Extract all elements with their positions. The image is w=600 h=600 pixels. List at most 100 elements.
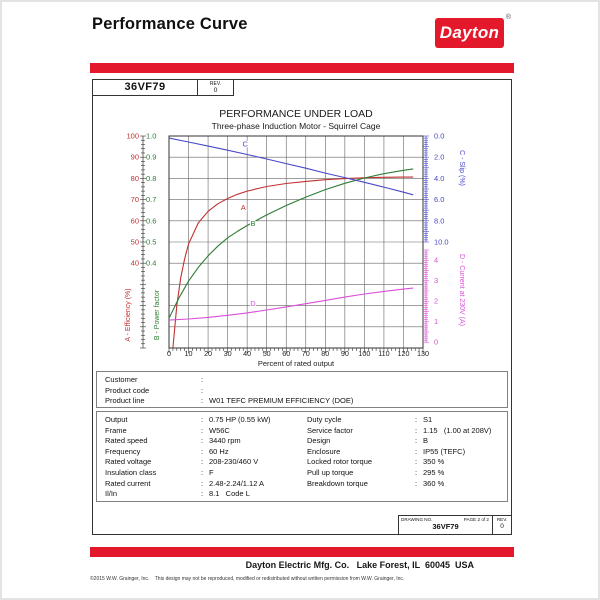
spec-row: Service factor:1.15 (1.00 at 208V) — [307, 426, 507, 437]
power_factor-tick-label: 0.5 — [146, 238, 156, 247]
x-tick-label: 50 — [263, 349, 271, 358]
x-axis: 0 10 20 30 40 50 60 70 80 90 100 110 120 130 Percent o… — [167, 348, 429, 368]
spec-row-label: Frequency — [105, 446, 141, 456]
slip-tick-label: 4.0 — [434, 174, 444, 183]
specs-box: Output:0.75 HP (0.55 kW) Frame: W56C Rated … — [96, 411, 508, 502]
spec-row-label: Service factor — [307, 425, 353, 435]
x-tick-label: 40 — [243, 349, 251, 358]
header-red-bar — [90, 63, 514, 73]
customer-row: Customer: — [105, 375, 507, 386]
curve-label-B: B — [251, 219, 256, 228]
slip-tick-label: 6.0 — [434, 195, 444, 204]
spec-row-value: S1 — [423, 415, 433, 424]
power_factor-tick-label: 1.0 — [146, 132, 156, 141]
current-axis-title: D - Current at 230V (A) — [458, 254, 465, 326]
current-tick-label: 3 — [434, 276, 438, 285]
efficiency-tick-label: 80 — [131, 174, 139, 183]
customer-row-label: Product line — [105, 396, 145, 406]
spec-row-value: F — [209, 467, 214, 477]
slip-tick-label: 10.0 — [434, 238, 449, 247]
colon-separator: : — [201, 478, 204, 488]
revision-label: REV. — [209, 81, 222, 87]
spec-row-label: Enclosure — [307, 446, 341, 456]
customer-row: Product line: W01 TEFC PREMIUM EFFICIENCY… — [105, 396, 507, 407]
curve-A — [172, 176, 414, 349]
efficiency-tick-label: 100 — [126, 132, 139, 141]
axis-rulers — [140, 135, 429, 349]
revision-value: 0 — [213, 87, 218, 94]
efficiency-tick-label: 50 — [131, 238, 139, 247]
document-frame: 36VF79 REV. 0 PERFORMANCE UNDER LOAD Thre… — [92, 79, 512, 535]
dayton-logo-text: Dayton — [439, 23, 500, 42]
spec-row-label: Output — [105, 415, 128, 424]
spec-row: Frequency:60 Hz — [105, 447, 307, 458]
chart-title: PERFORMANCE UNDER LOAD — [219, 108, 373, 120]
curve-C — [168, 137, 414, 196]
revision-box: REV. 0 — [198, 80, 234, 96]
efficiency-tick-label: 70 — [131, 195, 139, 204]
spec-row-value: 360 % — [423, 478, 445, 488]
efficiency-tick-label: 90 — [131, 153, 139, 162]
x-tick-label: 130 — [417, 349, 429, 358]
power_factor-tick-label: 0.7 — [146, 195, 156, 204]
part-number: 36VF79 — [93, 80, 198, 96]
spec-row-label: Rated voltage — [105, 457, 152, 467]
x-tick-label: 90 — [341, 349, 349, 358]
spec-row-label: Design — [307, 436, 331, 446]
customer-info-box: Customer: Product code: Product line: W01 T… — [96, 371, 508, 408]
colon-separator: : — [201, 425, 204, 435]
spec-row-value: 1.15 (1.00 at 208V) — [423, 425, 492, 435]
current-axis: 4 3 2 1 0 D - Current at 230V (A) — [434, 254, 465, 346]
x-tick-label: 10 — [185, 349, 193, 358]
curve-D — [168, 287, 414, 321]
spec-row-label: Il/In — [105, 489, 118, 499]
spec-row-label: Pull up torque — [307, 467, 354, 477]
efficiency-axis: 100 90 80 70 60 50 40 A - Efficiency (%) — [125, 132, 139, 342]
x-axis-title: Percent of rated output — [258, 359, 335, 368]
spec-row: Frame: W56C — [105, 426, 307, 437]
current-tick-label: 2 — [434, 297, 438, 306]
spec-row: Rated speed:3440 rpm — [105, 436, 307, 447]
spec-row: Rated voltage:208-230/460 V — [105, 457, 307, 468]
power_factor-axis: 1.0 0.9 0.8 0.7 0.6 0.5 0.4 B - Power factor — [146, 132, 161, 341]
curve-label-D: D — [250, 299, 256, 308]
spec-row-value: 295 % — [423, 467, 445, 477]
colon-separator: : — [201, 396, 204, 406]
spec-row-value: W56C — [209, 425, 230, 435]
curve-B — [168, 168, 414, 319]
colon-separator: : — [201, 467, 204, 477]
slip-axis: 0.0 2.0 4.0 6.0 8.0 10.0 C - Slip (%) — [434, 132, 465, 247]
power_factor-axis-title: B - Power factor — [154, 289, 161, 340]
spec-row: Il/In:8.1 Code L — [105, 489, 307, 500]
spec-row-value: 2.48-2.24/1.12 A — [209, 478, 265, 488]
curves: C AB D — [168, 137, 414, 349]
drawing-no-value: 36VF79 — [432, 522, 459, 531]
spec-row-value: B — [423, 436, 429, 446]
title-block-drawing-cell: DRAWING NO. PAGE 2 of 2 36VF79 — [399, 516, 493, 534]
page-title: Performance Curve — [92, 15, 248, 33]
x-tick-label: 20 — [204, 349, 212, 358]
x-tick-label: 80 — [321, 349, 329, 358]
spec-row: Rated current:2.48-2.24/1.12 A — [105, 479, 307, 490]
spec-row-label: Duty cycle — [307, 415, 342, 424]
spec-row-value: IP55 (TEFC) — [423, 446, 466, 456]
spec-row: Locked rotor torque:350 % — [307, 457, 507, 468]
colon-separator: : — [415, 478, 418, 488]
colon-separator: : — [201, 415, 204, 424]
specs-column-left: Output:0.75 HP (0.55 kW) Frame: W56C Rated … — [97, 415, 307, 501]
spec-row-label: Insulation class — [105, 467, 157, 477]
colon-separator: : — [201, 436, 204, 446]
colon-separator: : — [415, 446, 418, 456]
x-tick-label: 60 — [282, 349, 290, 358]
customer-row-label: Customer — [105, 375, 138, 384]
specs-column-right: Duty cycle: S1 Service factor:1.15 (1.00 a… — [307, 415, 507, 501]
x-tick-label: 70 — [302, 349, 310, 358]
current-tick-label: 0 — [434, 338, 438, 347]
colon-separator: : — [415, 425, 418, 435]
spec-row-value: 60 Hz — [209, 446, 229, 456]
spec-row: Design: B — [307, 436, 507, 447]
spec-row-label: Rated current — [105, 478, 151, 488]
title-block: DRAWING NO. PAGE 2 of 2 36VF79 REV. 0 — [398, 515, 511, 534]
